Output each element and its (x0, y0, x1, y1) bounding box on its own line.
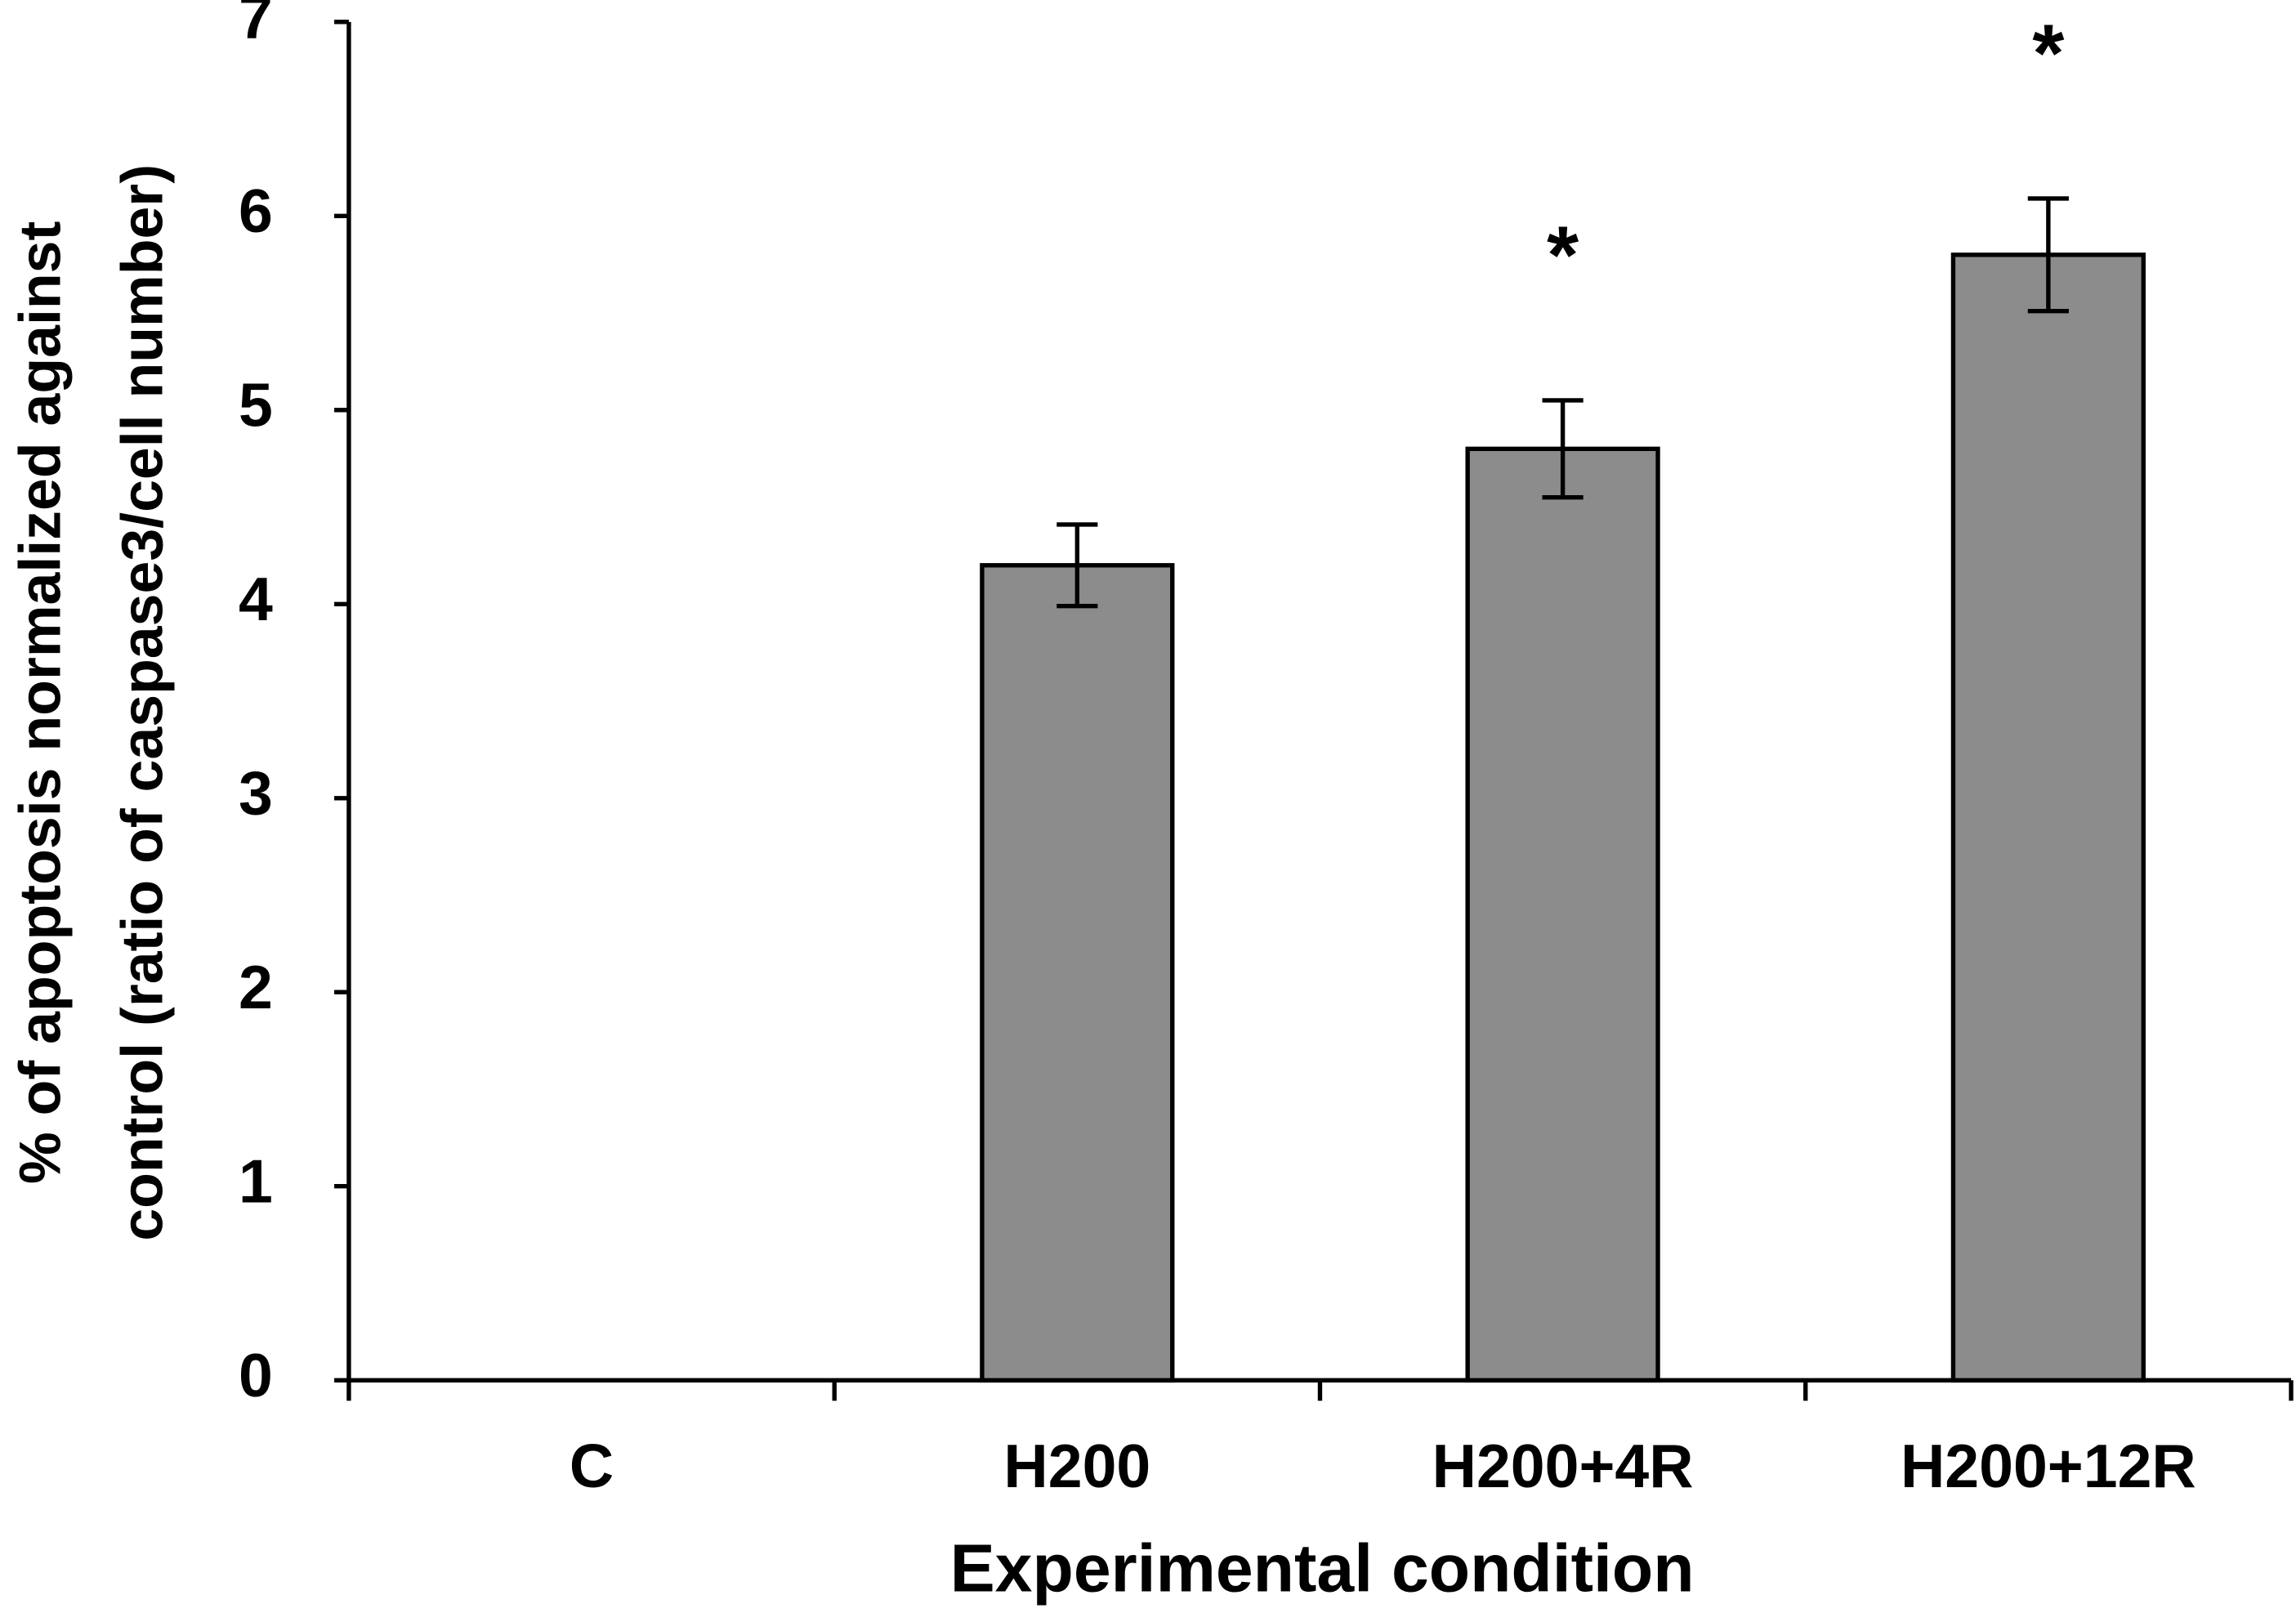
y-tick-label: 0 (239, 1341, 273, 1410)
y-tick-label: 7 (239, 0, 273, 51)
x-tick-label: H200+4R (1432, 1432, 1694, 1500)
y-tick-label: 4 (239, 565, 273, 633)
bar (1465, 446, 1660, 1383)
x-axis-title: Experimental condition (950, 1530, 1695, 1606)
significance-mark: * (2032, 7, 2064, 99)
bar (980, 563, 1175, 1383)
y-axis-title-line: control (ratio of caspase3/cell number) (110, 164, 176, 1241)
y-tick-label: 2 (239, 953, 273, 1021)
y-tick-label: 5 (239, 371, 273, 440)
y-tick-label: 3 (239, 759, 273, 828)
significance-mark: * (1547, 209, 1579, 301)
y-tick-label: 1 (239, 1147, 273, 1216)
bar (1950, 252, 2146, 1383)
y-axis-title: % of apoptosis normalized against contro… (7, 164, 175, 1241)
x-tick-label: H200+12R (1901, 1432, 2196, 1500)
x-tick-label: C (570, 1432, 614, 1500)
y-tick-label: 6 (239, 176, 273, 245)
y-axis-title-line: % of apoptosis normalized against (7, 221, 73, 1184)
x-tick-label: H200 (1003, 1432, 1150, 1500)
